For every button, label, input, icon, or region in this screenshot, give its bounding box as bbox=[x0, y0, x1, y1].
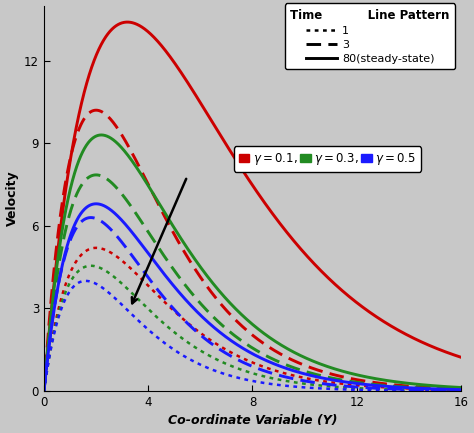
X-axis label: Co-ordinate Variable (Y): Co-ordinate Variable (Y) bbox=[168, 414, 337, 427]
Legend: $\gamma = 0.1,$, $\gamma = 0.3,$, $\gamma = 0.5$: $\gamma = 0.1,$, $\gamma = 0.3,$, $\gamm… bbox=[234, 146, 421, 172]
Y-axis label: Velocity: Velocity bbox=[6, 171, 18, 226]
